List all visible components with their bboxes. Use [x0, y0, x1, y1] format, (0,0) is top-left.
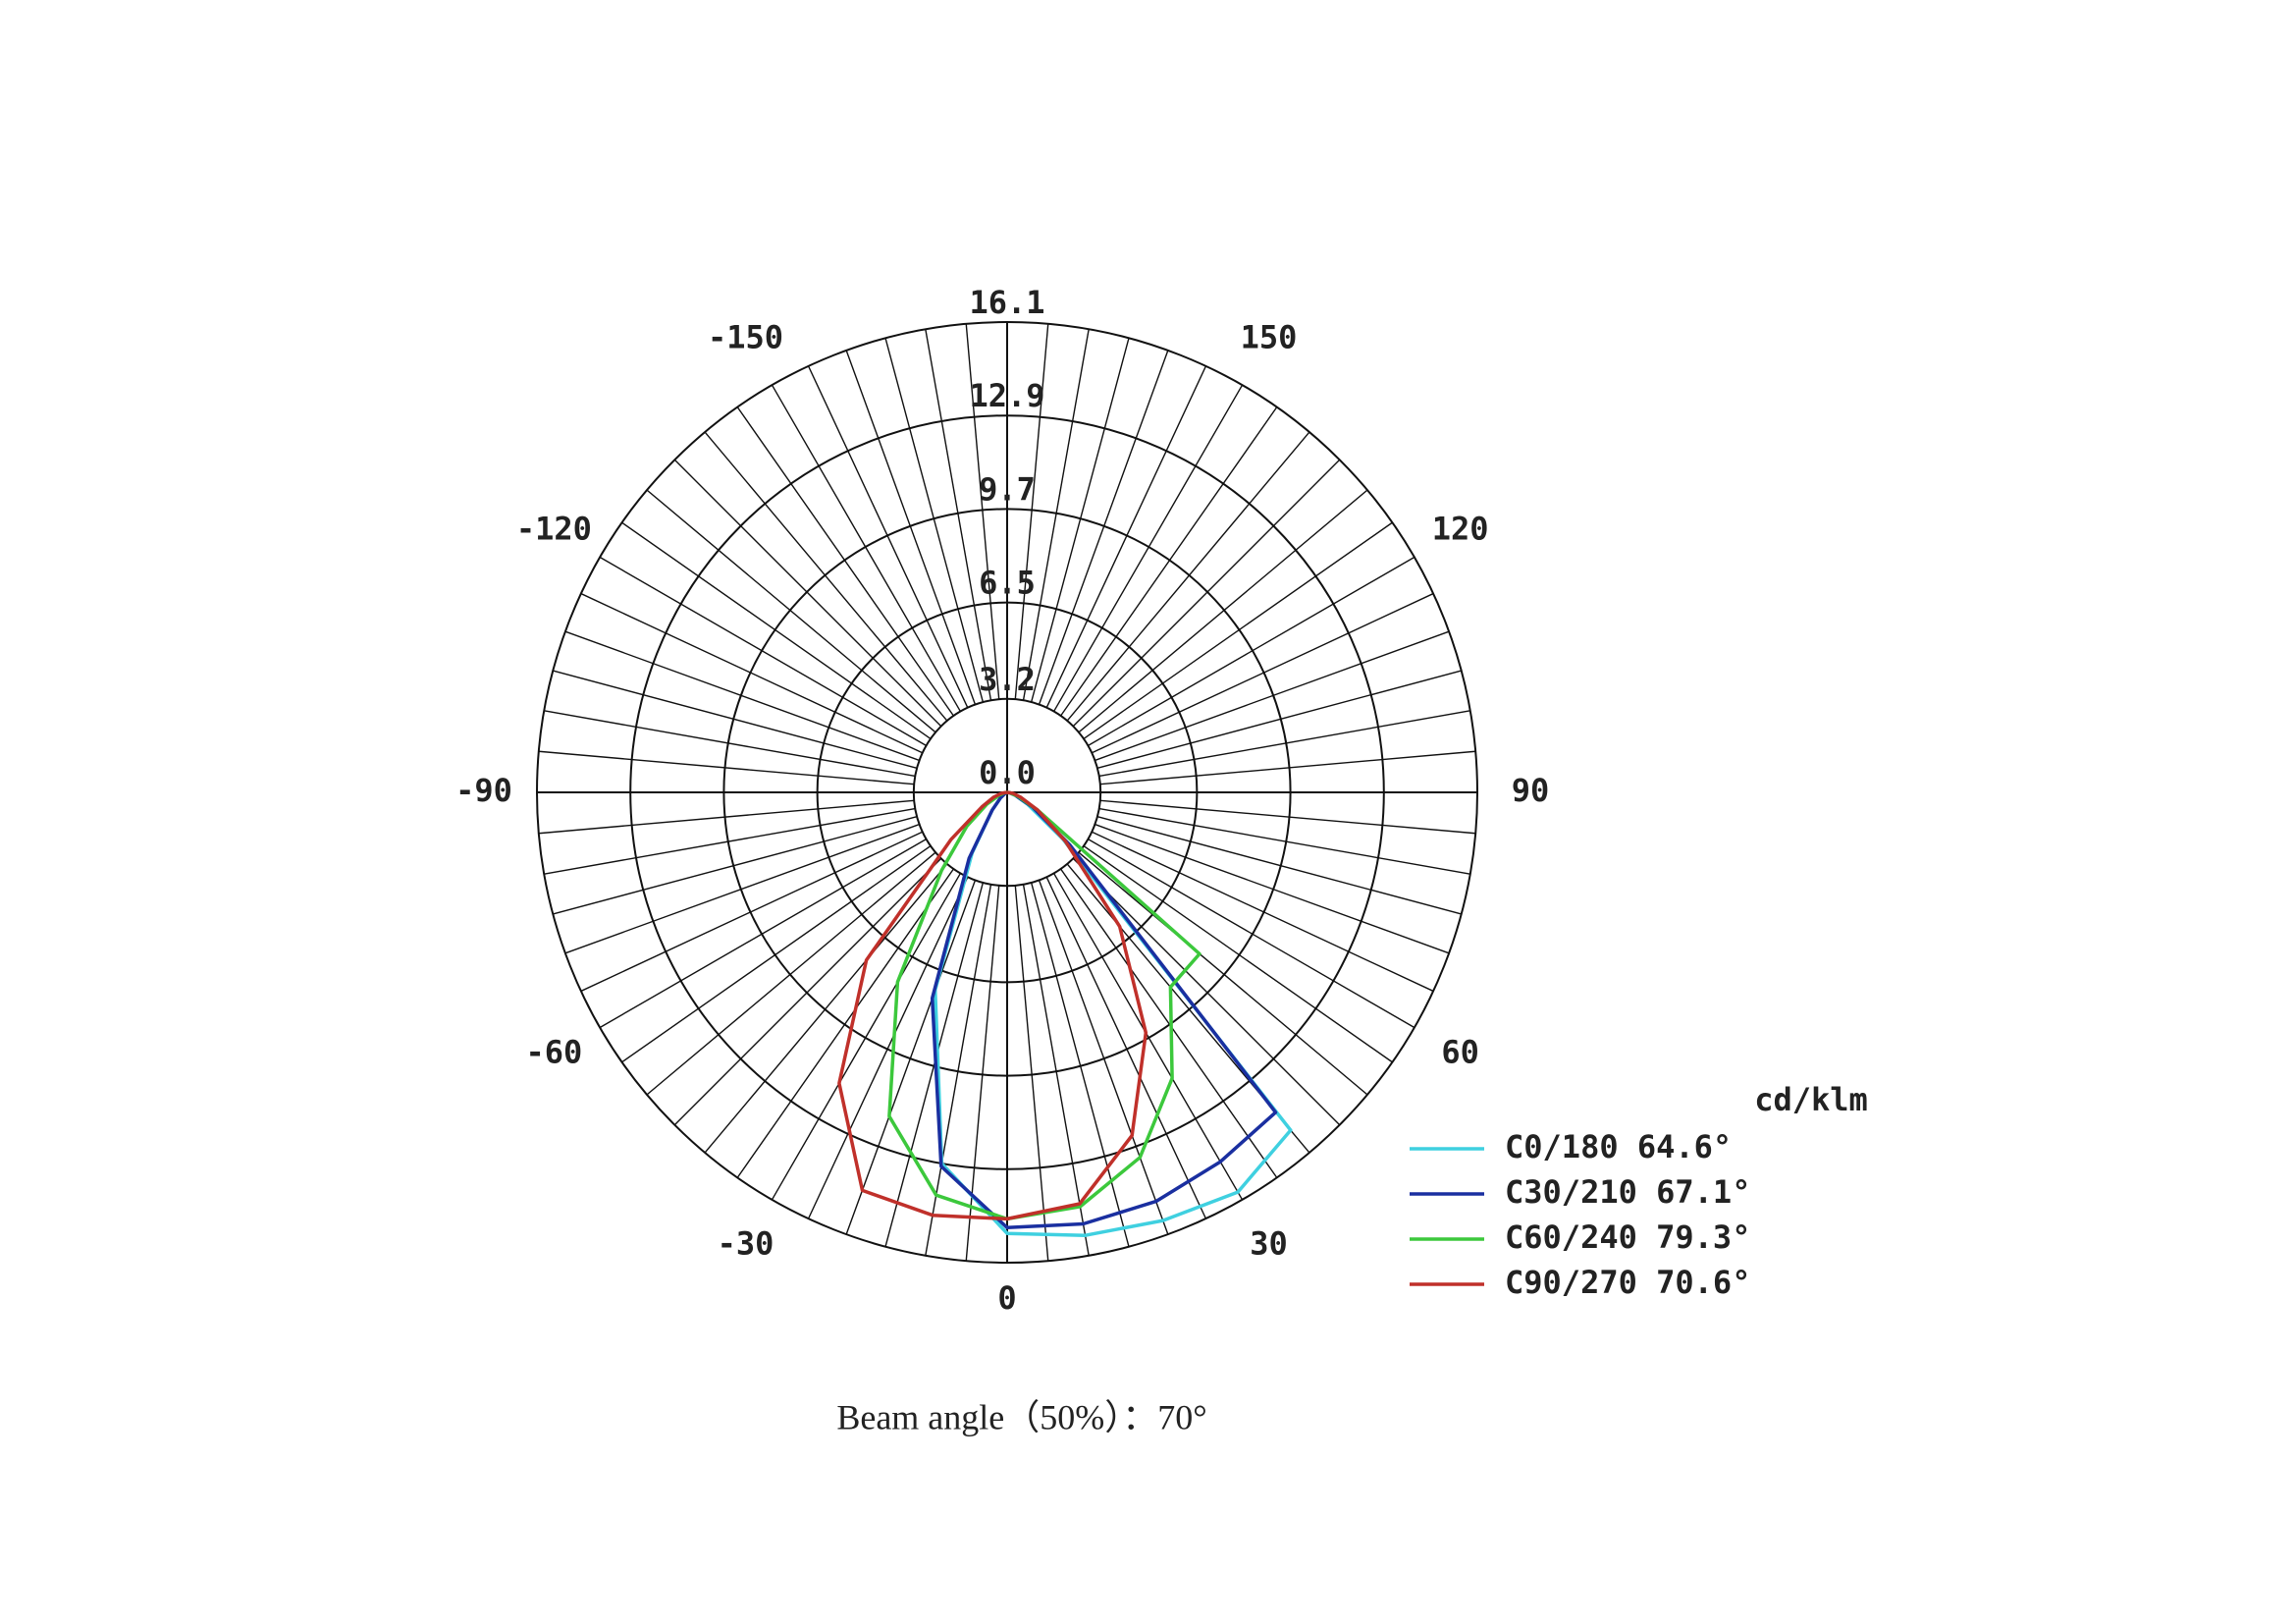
angle-tick-label: -90	[455, 772, 512, 809]
spoke	[704, 431, 948, 722]
spoke	[621, 845, 932, 1063]
spoke	[564, 630, 920, 762]
spoke	[1045, 365, 1207, 709]
caption: Beam angle（50%）：70°	[836, 1397, 1206, 1436]
spoke	[553, 815, 918, 915]
angle-tick-label: -60	[526, 1034, 583, 1071]
legend-label: C30/210 67.1°	[1505, 1173, 1750, 1211]
spoke	[1091, 831, 1434, 993]
spoke	[1098, 807, 1470, 875]
r-tick-label: 12.9	[969, 377, 1044, 414]
spoke	[845, 880, 977, 1235]
spoke	[807, 876, 969, 1219]
r-tick-label: 0.0	[979, 754, 1036, 791]
r-tick-label: 9.7	[979, 470, 1036, 508]
spoke	[1014, 323, 1049, 700]
spoke	[1060, 868, 1278, 1178]
spoke	[965, 885, 1000, 1262]
spoke	[884, 338, 985, 703]
r-tick-label: 6.5	[979, 565, 1036, 602]
spoke	[538, 750, 915, 785]
spoke	[1098, 710, 1470, 778]
spoke	[704, 863, 948, 1154]
angle-tick-label: 90	[1512, 772, 1550, 809]
angle-tick-label: 150	[1241, 318, 1298, 355]
spoke	[1022, 884, 1090, 1256]
spoke	[1052, 384, 1244, 712]
spoke	[1095, 630, 1450, 762]
spoke	[621, 521, 932, 739]
spoke	[1014, 885, 1049, 1262]
spoke	[564, 823, 920, 954]
spoke	[1052, 873, 1244, 1201]
spoke	[1038, 350, 1169, 705]
spoke	[599, 556, 927, 747]
spoke	[736, 406, 954, 717]
series-curve	[837, 790, 1148, 1221]
angle-tick-label: 60	[1441, 1034, 1479, 1071]
spoke	[1099, 799, 1476, 835]
spoke	[771, 384, 962, 712]
spoke	[599, 838, 927, 1029]
angle-tick-label: 0	[997, 1279, 1016, 1317]
legend-label: C0/180 64.6°	[1505, 1128, 1732, 1165]
spoke	[1066, 431, 1310, 722]
spoke	[544, 710, 916, 778]
unit-label: cd/klm	[1754, 1081, 1868, 1118]
spoke	[1030, 882, 1130, 1247]
spoke	[580, 592, 924, 754]
spoke	[1095, 823, 1450, 954]
spoke	[736, 868, 954, 1178]
spoke	[1078, 489, 1368, 733]
r-tick-label: 3.2	[979, 661, 1036, 698]
spoke	[1060, 406, 1278, 717]
spoke	[807, 365, 969, 709]
spoke	[1083, 845, 1393, 1063]
r-tick-label: 16.1	[969, 284, 1044, 321]
spoke	[673, 857, 942, 1126]
legend-label: C60/240 79.3°	[1505, 1218, 1750, 1256]
spoke	[646, 489, 936, 733]
spoke	[1088, 838, 1415, 1029]
spoke	[1072, 459, 1341, 728]
spoke	[1045, 876, 1207, 1219]
spoke	[1022, 329, 1090, 701]
spoke	[673, 459, 942, 728]
spoke	[538, 799, 915, 835]
spoke	[1088, 556, 1415, 747]
spoke	[544, 807, 916, 875]
spoke	[1038, 880, 1169, 1235]
angle-tick-label: 120	[1432, 511, 1489, 548]
spoke	[1072, 857, 1341, 1126]
spoke	[1099, 750, 1476, 785]
angle-tick-label: 30	[1250, 1225, 1288, 1263]
spoke	[646, 851, 936, 1096]
angle-tick-label: -30	[718, 1225, 774, 1263]
angle-tick-label: -120	[516, 511, 592, 548]
spoke	[1096, 670, 1462, 770]
spoke	[1030, 338, 1130, 703]
spoke	[1096, 815, 1462, 915]
spoke	[1078, 851, 1368, 1096]
spoke	[845, 350, 977, 705]
spoke	[553, 670, 918, 770]
spoke	[771, 873, 962, 1201]
spoke	[580, 831, 924, 993]
spoke	[1091, 592, 1434, 754]
spoke	[965, 323, 1000, 700]
angle-tick-label: -150	[708, 318, 783, 355]
legend-label: C90/270 70.6°	[1505, 1264, 1750, 1301]
spoke	[1083, 521, 1393, 739]
spoke	[925, 329, 992, 701]
